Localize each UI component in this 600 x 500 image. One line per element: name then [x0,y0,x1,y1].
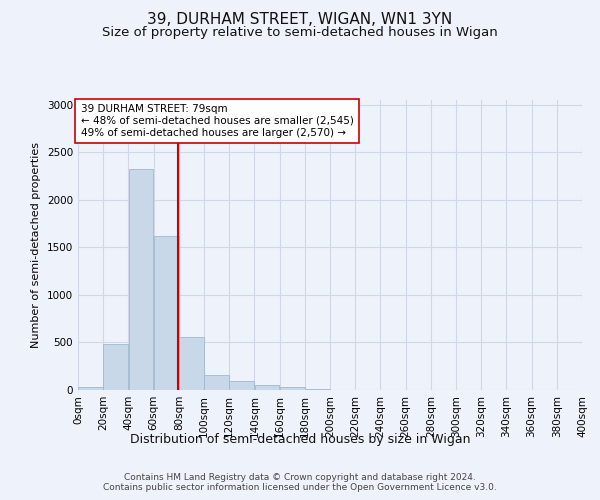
Text: 39 DURHAM STREET: 79sqm
← 48% of semi-detached houses are smaller (2,545)
49% of: 39 DURHAM STREET: 79sqm ← 48% of semi-de… [80,104,353,138]
Bar [204,376,229,390]
Bar [305,389,330,390]
Bar [128,170,154,390]
Bar [103,344,128,390]
Bar [254,385,280,390]
Bar [280,386,305,390]
Text: Distribution of semi-detached houses by size in Wigan: Distribution of semi-detached houses by … [130,432,470,446]
Bar [154,236,179,390]
Bar [179,337,204,390]
Bar [229,382,254,390]
Text: 39, DURHAM STREET, WIGAN, WN1 3YN: 39, DURHAM STREET, WIGAN, WN1 3YN [148,12,452,28]
Text: Contains HM Land Registry data © Crown copyright and database right 2024.
Contai: Contains HM Land Registry data © Crown c… [103,472,497,492]
Text: Size of property relative to semi-detached houses in Wigan: Size of property relative to semi-detach… [102,26,498,39]
Bar [78,387,103,390]
Y-axis label: Number of semi-detached properties: Number of semi-detached properties [31,142,41,348]
